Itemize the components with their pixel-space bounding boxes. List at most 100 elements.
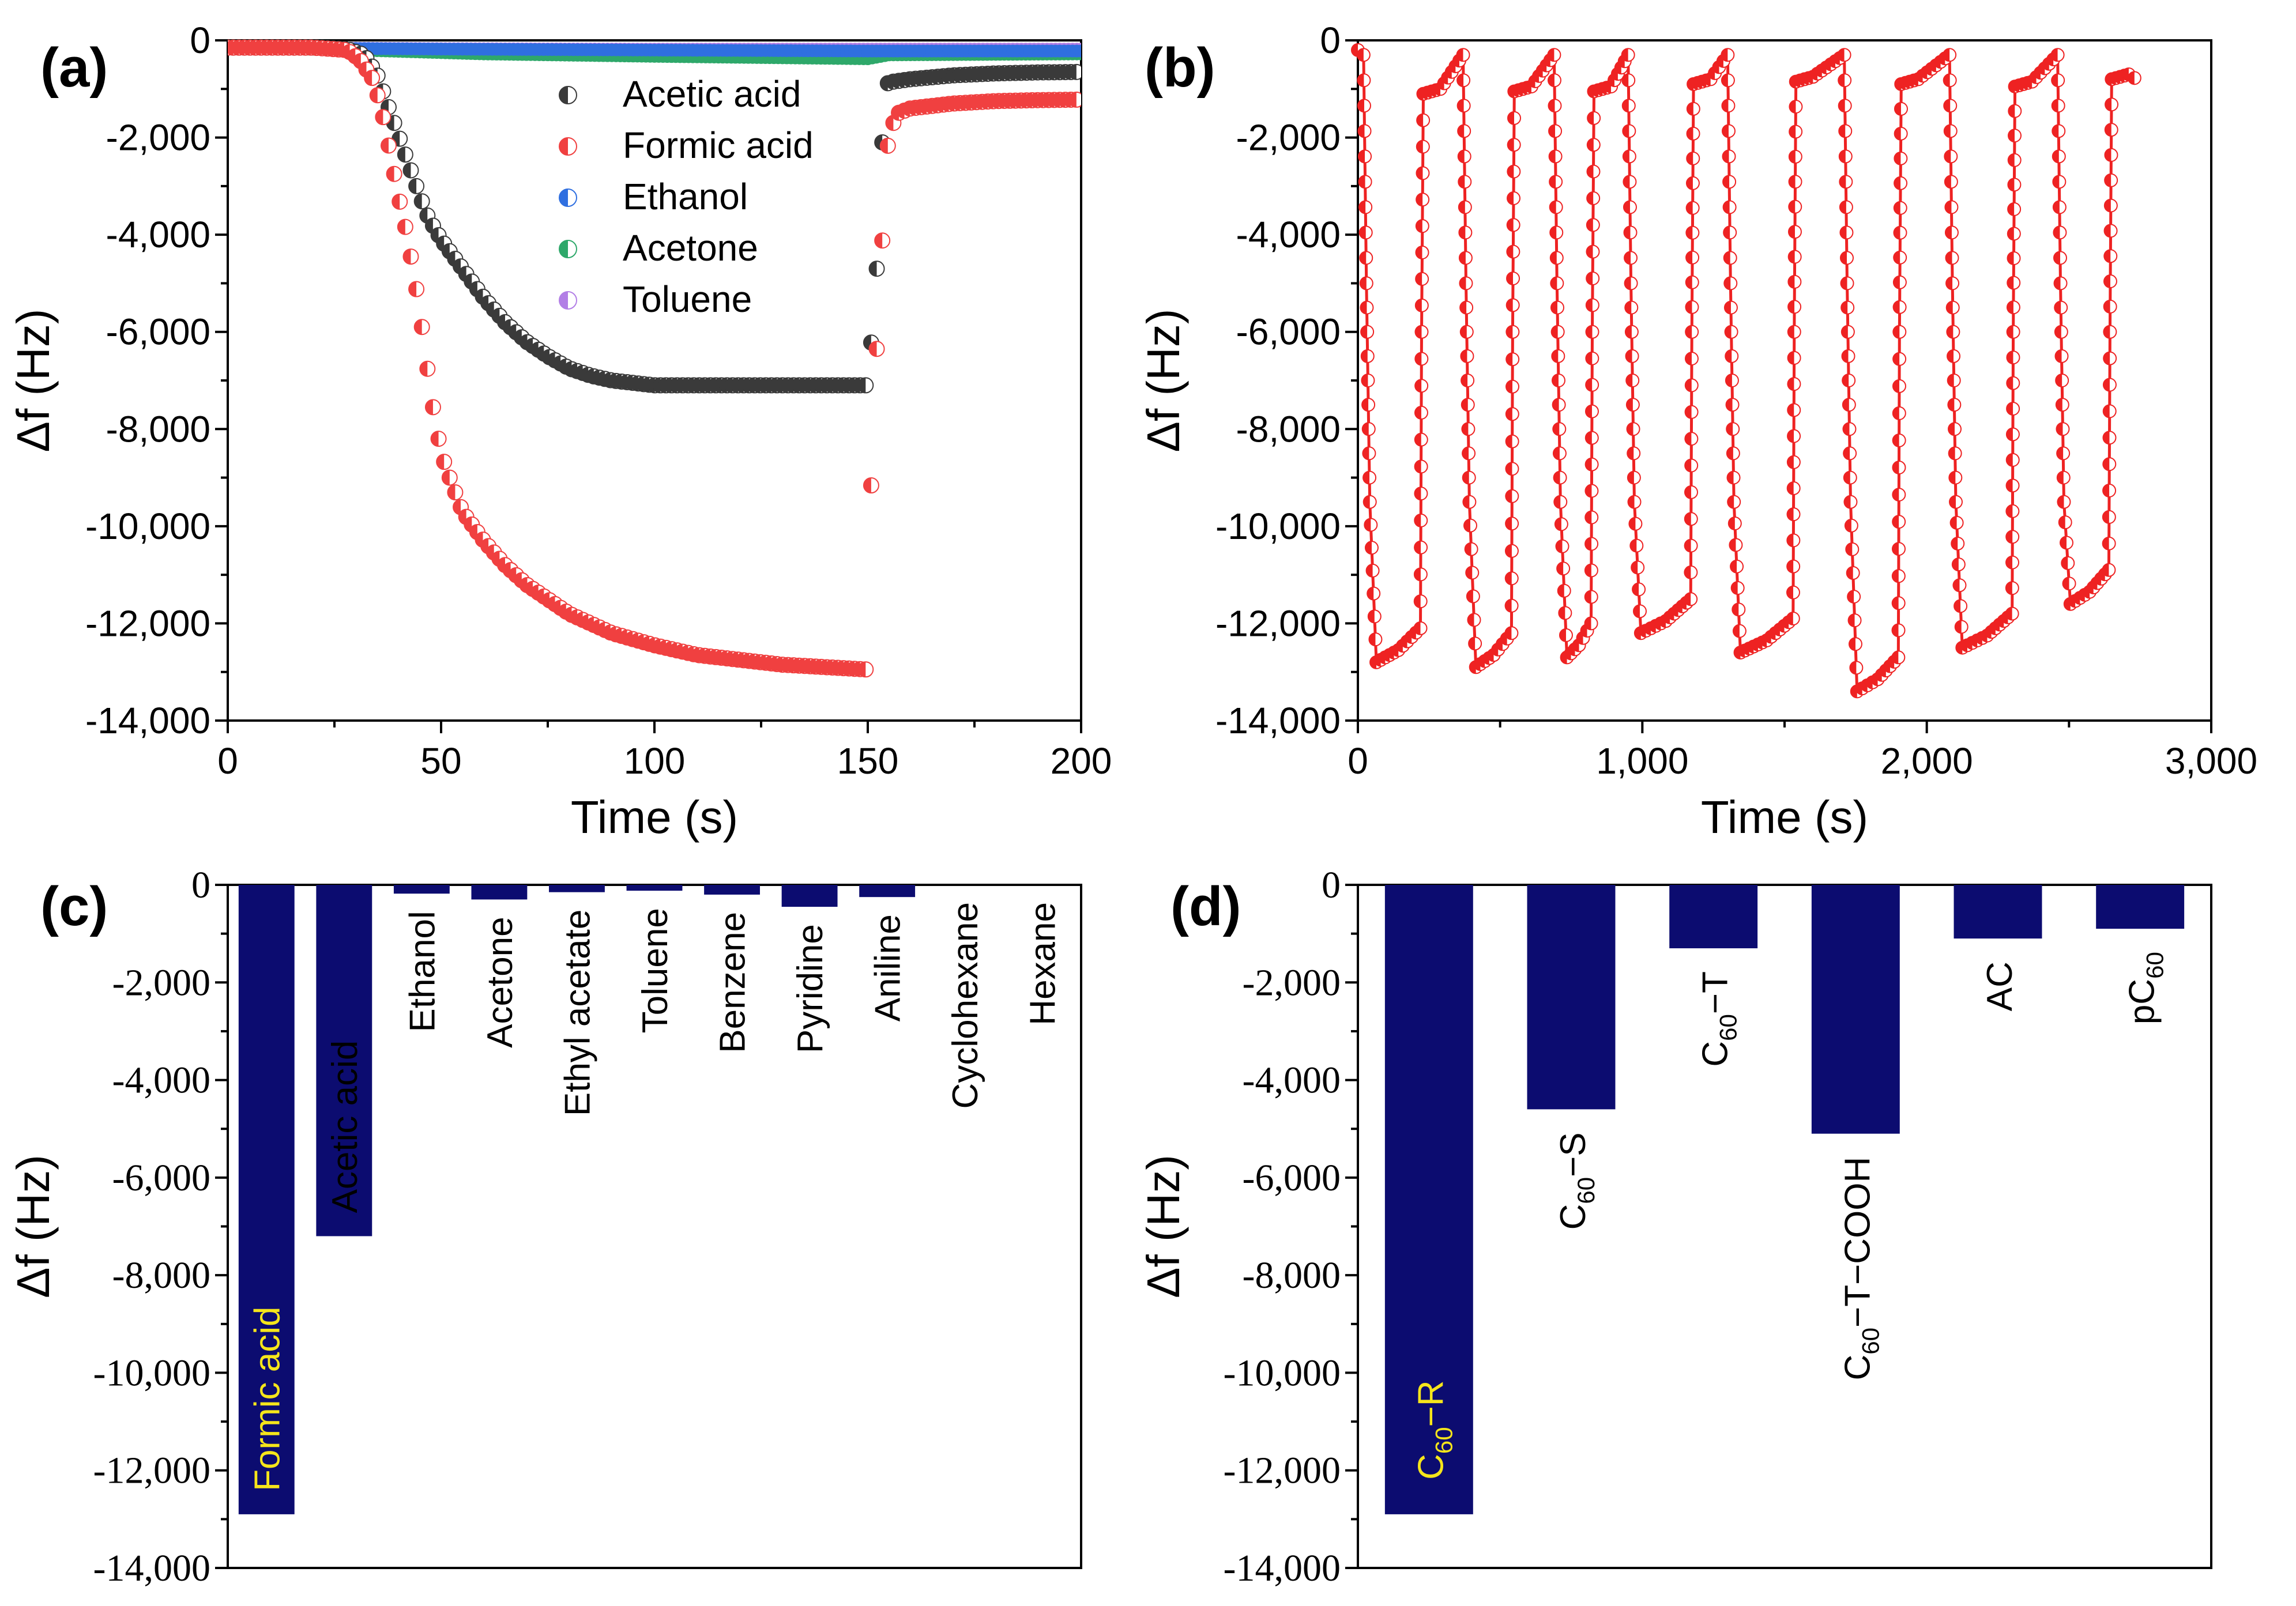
data-point xyxy=(1414,513,1428,527)
data-point xyxy=(1414,325,1429,339)
data-point xyxy=(1685,201,1700,215)
data-point xyxy=(1894,151,1908,165)
data-point xyxy=(402,162,419,179)
marker-fill xyxy=(985,66,993,81)
marker-fill xyxy=(431,431,439,447)
data-point xyxy=(1506,272,1520,285)
data-point xyxy=(1892,433,1906,447)
data-point xyxy=(1362,446,1376,461)
data-point xyxy=(1892,300,1907,314)
data-point xyxy=(1462,446,1476,461)
data-point xyxy=(1364,518,1378,532)
y-tick-label: -4,000 xyxy=(1243,1060,1341,1102)
marker-fill xyxy=(1621,48,1628,62)
label-subscript: 60 xyxy=(2141,952,2169,979)
marker-fill xyxy=(1576,631,1583,644)
marker-fill xyxy=(1685,325,1692,338)
data-point xyxy=(2005,530,2020,544)
marker-fill xyxy=(2102,563,2109,576)
marker-fill xyxy=(775,378,782,393)
data-point xyxy=(2052,124,2066,138)
data-point xyxy=(397,218,413,235)
marker-fill xyxy=(653,378,661,393)
marker-fill xyxy=(1894,176,1901,190)
label-base: C xyxy=(1553,1204,1593,1230)
marker-fill xyxy=(775,657,782,673)
data-point xyxy=(1787,377,1801,391)
marker-fill xyxy=(1469,637,1476,650)
data-point xyxy=(1843,470,1857,485)
bar xyxy=(704,885,760,895)
data-point xyxy=(868,261,885,277)
marker-fill xyxy=(1633,605,1640,618)
data-point xyxy=(1364,541,1379,555)
marker-fill xyxy=(1686,251,1693,264)
marker-fill xyxy=(1787,481,1794,495)
marker-fill xyxy=(1369,633,1376,646)
data-point xyxy=(1891,650,1906,665)
marker-fill xyxy=(1946,301,1953,314)
marker-fill xyxy=(835,378,844,393)
marker-fill xyxy=(791,658,799,673)
marker-fill xyxy=(1416,220,1422,233)
data-point xyxy=(1626,422,1640,436)
data-point xyxy=(1458,225,1473,240)
marker-fill xyxy=(1631,561,1638,574)
marker-fill xyxy=(1505,599,1512,612)
marker-fill xyxy=(1552,374,1559,387)
marker-fill xyxy=(847,661,855,677)
marker-fill xyxy=(913,70,921,86)
marker-fill xyxy=(1461,398,1468,412)
data-point xyxy=(1894,101,1908,116)
marker-fill xyxy=(1787,560,1794,573)
marker-fill xyxy=(1554,518,1561,531)
marker-fill xyxy=(1944,150,1951,163)
data-point xyxy=(1849,661,1864,675)
marker-fill xyxy=(1625,301,1632,314)
data-point xyxy=(1684,592,1698,606)
marker-fill xyxy=(1729,538,1736,552)
marker-fill xyxy=(814,659,822,674)
marker-fill xyxy=(974,94,983,110)
data-point xyxy=(2103,274,2117,289)
data-point xyxy=(1843,495,1858,509)
y-tick-label: -8,000 xyxy=(1236,408,1341,450)
data-point xyxy=(1722,200,1737,214)
data-point xyxy=(2103,198,2118,213)
x-tick-label: 0 xyxy=(217,740,238,782)
data-point xyxy=(1357,73,1371,88)
bar-label: Acetic acid xyxy=(325,1040,365,1213)
marker-fill xyxy=(559,292,568,309)
data-point xyxy=(1732,624,1747,638)
marker-fill xyxy=(1586,325,1593,338)
marker-fill xyxy=(1893,352,1900,365)
data-point xyxy=(1584,590,1598,604)
marker-fill xyxy=(1416,140,1423,153)
marker-fill xyxy=(2103,352,2110,365)
marker-fill xyxy=(1686,201,1693,214)
data-point xyxy=(1365,563,1380,578)
marker-fill xyxy=(303,40,311,55)
marker-fill xyxy=(1506,325,1513,338)
data-point xyxy=(1722,175,1737,189)
data-point xyxy=(1631,560,1645,575)
data-point xyxy=(2102,431,2117,445)
marker-fill xyxy=(2103,405,2110,418)
data-point xyxy=(874,232,891,249)
marker-fill xyxy=(669,378,677,393)
data-point xyxy=(2007,227,2021,241)
data-point xyxy=(2052,175,2067,189)
data-point xyxy=(2005,606,2019,621)
marker-fill xyxy=(1627,447,1634,460)
y-axis-title: Δf (Hz) xyxy=(7,1155,59,1298)
marker-fill xyxy=(1457,99,1464,112)
y-tick-label: -6,000 xyxy=(1243,1157,1341,1199)
marker-fill xyxy=(1357,48,1364,62)
marker-fill xyxy=(797,378,805,393)
marker-fill xyxy=(2007,325,2013,338)
data-point xyxy=(1632,604,1647,619)
marker-fill xyxy=(1458,125,1465,138)
data-point xyxy=(1462,495,1477,509)
series-markers xyxy=(1351,43,2141,699)
marker-fill xyxy=(1629,517,1636,530)
